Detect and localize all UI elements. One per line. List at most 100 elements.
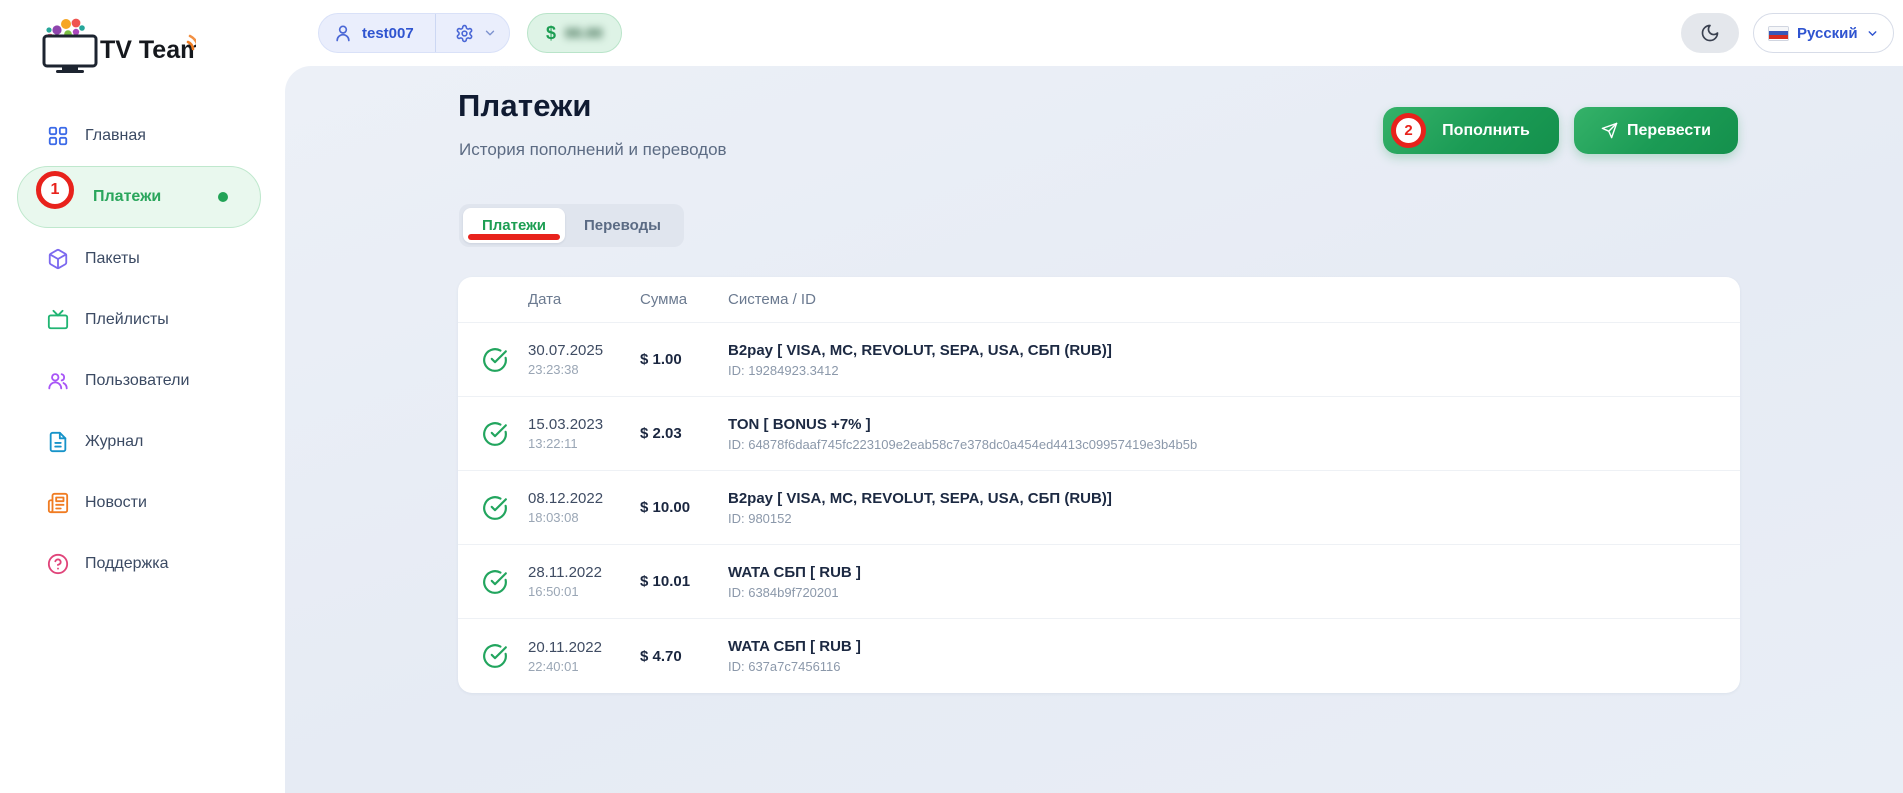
sidebar-item-journal[interactable]: Журнал [0, 411, 285, 472]
payment-date: 30.07.2025 [528, 342, 604, 359]
sidebar-item-label: Платежи [93, 188, 162, 205]
username: test007 [362, 24, 414, 42]
annotation-step-1: 1 [36, 171, 74, 209]
payment-system: WATA СБП [ RUB ] [728, 638, 861, 655]
payment-time: 13:22:11 [528, 436, 578, 451]
tvteam-logo-image: TV Team [42, 18, 196, 73]
annotation-step-1-number: 1 [50, 181, 60, 198]
language-label: Русский [1797, 24, 1858, 42]
payment-id: ID: 64878f6daaf745fc223109e2eab58c7e378d… [728, 436, 1198, 452]
gear-icon[interactable] [455, 24, 474, 43]
payments-transfers-tabs: Платежи Переводы [459, 204, 684, 247]
payments-table-card: Дата Сумма Система / ID 30.07.2025 23:23:… [458, 277, 1740, 693]
sidebar-item-support[interactable]: Поддержка [0, 533, 285, 594]
balance-amount-blurred: 00.00 [565, 24, 603, 42]
annotation-step-2-number: 2 [1404, 122, 1413, 139]
tab-transfers[interactable]: Переводы [565, 208, 680, 243]
tab-payments[interactable]: Платежи [463, 208, 565, 243]
russia-flag-icon [1768, 25, 1789, 41]
grid-icon [48, 126, 68, 145]
topup-button[interactable]: 2 Пополнить [1383, 107, 1559, 154]
payment-system: WATA СБП [ RUB ] [728, 563, 861, 581]
column-amount: Сумма [640, 291, 688, 308]
sidebar-nav: Главная Платежи Пакеты Плейлисты Пользов… [0, 105, 285, 594]
sidebar-item-label: Новости [85, 493, 147, 511]
payment-id: ID: 6384b9f720201 [728, 584, 839, 600]
sidebar-item-news[interactable]: Новости [0, 472, 285, 533]
user-account-chip[interactable]: test007 [318, 13, 510, 53]
success-check-icon [483, 421, 507, 446]
table-header-row: Дата Сумма Система / ID [458, 277, 1740, 323]
support-icon [47, 553, 69, 574]
success-check-icon [483, 495, 507, 520]
payment-id: ID: 980152 [728, 510, 792, 526]
sidebar: TV Team Главная Платежи Пакеты Плейлисты… [0, 0, 285, 793]
moon-icon [1701, 24, 1719, 42]
payment-id: ID: 19284923.3412 [728, 362, 839, 378]
column-system-id: Система / ID [728, 291, 816, 308]
balance-chip[interactable]: $ 00.00 [527, 13, 622, 53]
annotation-underline [468, 234, 560, 240]
transfer-button-label: Перевести [1627, 121, 1711, 139]
sidebar-item-packages[interactable]: Пакеты [0, 228, 285, 289]
payment-amount: $ 1.00 [640, 351, 682, 368]
payment-time: 22:40:01 [528, 658, 579, 674]
payment-amount: $ 10.00 [640, 499, 691, 516]
news-icon [47, 492, 69, 513]
payment-system: TON [ BONUS +7% ] [728, 415, 871, 433]
tab-payments-label: Платежи [482, 217, 546, 234]
annotation-step-2: 2 [1391, 113, 1426, 148]
payment-time: 23:23:38 [528, 362, 579, 377]
currency-symbol: $ [546, 22, 557, 43]
table-row[interactable]: 28.11.2022 16:50:01 $ 10.01 WATA СБП [ RU… [458, 545, 1740, 619]
users-icon [48, 372, 68, 389]
sidebar-item-home[interactable]: Главная [0, 105, 285, 166]
success-check-icon [483, 644, 507, 668]
chip-divider [434, 14, 436, 52]
payment-amount: $ 2.03 [640, 425, 682, 442]
chevron-down-icon[interactable] [483, 26, 497, 40]
tv-icon [47, 309, 69, 329]
journal-icon [49, 431, 67, 452]
payment-date: 20.11.2022 [528, 638, 602, 656]
sidebar-item-users[interactable]: Пользователи [0, 350, 285, 411]
sidebar-item-label: Пакеты [85, 249, 140, 267]
chevron-down-icon [1868, 30, 1877, 36]
table-row[interactable]: 30.07.2025 23:23:38 $ 1.00 B2pay [ VISA, … [458, 323, 1740, 397]
sidebar-item-label: Журнал [85, 432, 144, 450]
payment-date: 08.12.2022 [528, 490, 604, 507]
payment-amount: $ 10.01 [640, 573, 691, 590]
payment-amount: $ 4.70 [640, 647, 682, 665]
package-icon [48, 248, 68, 269]
tvteam-logo[interactable]: TV Team [36, 12, 196, 76]
payment-time: 16:50:01 [528, 584, 579, 599]
payment-system: B2pay [ VISA, MC, REVOLUT, SEPA, USA, СБ… [728, 341, 1112, 359]
dark-mode-toggle[interactable] [1681, 13, 1739, 53]
payment-time: 18:03:08 [528, 510, 579, 525]
svg-text:TV Team: TV Team [100, 36, 196, 64]
topup-button-label: Пополнить [1442, 121, 1530, 139]
send-icon [1601, 122, 1618, 139]
sidebar-item-label: Поддержка [85, 554, 169, 572]
success-check-icon [483, 347, 507, 372]
column-date: Дата [528, 291, 562, 308]
sidebar-item-label: Главная [85, 126, 146, 144]
payment-system: B2pay [ VISA, MC, REVOLUT, SEPA, USA, СБ… [728, 489, 1112, 507]
success-check-icon [483, 569, 507, 594]
user-icon [336, 25, 350, 42]
table-row[interactable]: 20.11.2022 22:40:01 $ 4.70 WATA СБП [ RUB… [458, 619, 1740, 693]
table-row[interactable]: 08.12.2022 18:03:08 $ 10.00 B2pay [ VISA,… [458, 471, 1740, 545]
table-row[interactable]: 15.03.2023 13:22:11 $ 2.03 TON [ BONUS +7… [458, 397, 1740, 471]
payment-date: 15.03.2023 [528, 416, 604, 433]
tab-transfers-label: Переводы [584, 217, 661, 234]
sidebar-item-label: Плейлисты [85, 310, 169, 328]
sidebar-item-playlists[interactable]: Плейлисты [0, 289, 285, 350]
sidebar-item-label: Пользователи [85, 371, 190, 389]
page-title: Платежи [458, 88, 592, 123]
active-indicator-dot [218, 192, 228, 202]
page-subtitle: История пополнений и переводов [459, 140, 727, 159]
language-selector[interactable]: Русский [1753, 13, 1894, 53]
payment-date: 28.11.2022 [528, 564, 602, 581]
payment-id: ID: 637a7c7456116 [728, 659, 841, 674]
transfer-button[interactable]: Перевести [1574, 107, 1738, 154]
